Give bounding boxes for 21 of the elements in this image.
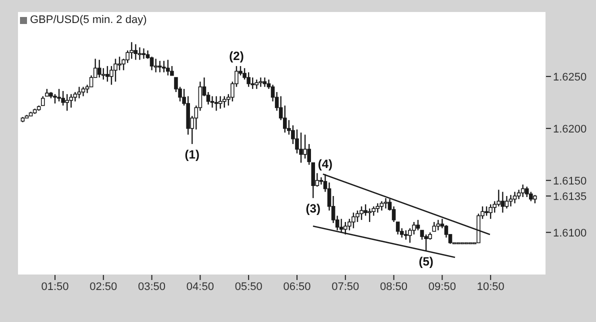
annotation: (4) xyxy=(318,157,333,172)
x-tick-label: 07:50 xyxy=(332,280,360,293)
annotation: (2) xyxy=(229,49,244,64)
y-tick-label: 1.6135 xyxy=(553,190,587,203)
x-tick-label: 04:50 xyxy=(186,280,214,293)
x-tick-label: 10:50 xyxy=(476,280,504,293)
x-tick-label: 08:50 xyxy=(380,280,408,293)
legend-label: GBP/USD(5 min. 2 day) xyxy=(30,14,147,26)
y-tick-label: 1.6250 xyxy=(553,71,587,84)
x-tick-label: 09:50 xyxy=(428,280,456,293)
y-tick-label: 1.6100 xyxy=(553,227,587,240)
annotation: (5) xyxy=(418,254,434,269)
x-tick-label: 05:50 xyxy=(234,280,262,293)
x-tick-label: 06:50 xyxy=(283,280,311,293)
x-tick-label: 01:50 xyxy=(41,280,69,293)
x-tick-label: 02:50 xyxy=(90,280,118,293)
y-tick-label: 1.6200 xyxy=(553,123,587,136)
y-tick-label: 1.6150 xyxy=(553,175,587,188)
annotation: (3) xyxy=(306,202,320,216)
annotation: (1) xyxy=(184,148,200,162)
x-tick-label: 03:50 xyxy=(138,280,166,293)
